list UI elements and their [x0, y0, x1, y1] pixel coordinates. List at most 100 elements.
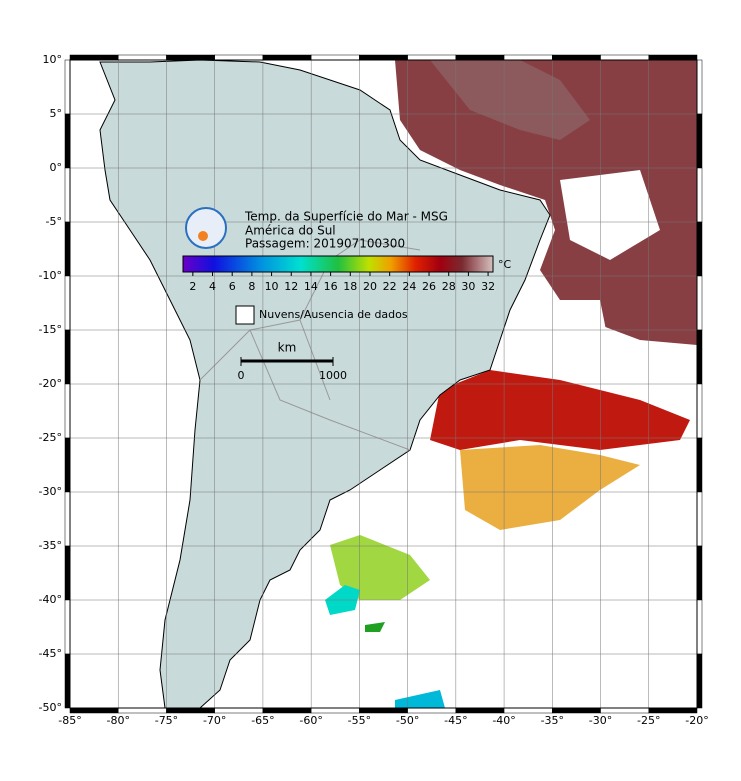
frame-segment	[166, 707, 215, 714]
title: Temp. da Superfície do Mar - MSG	[244, 210, 448, 224]
lon-tick-label: -55°	[348, 714, 371, 727]
frame-segment	[696, 113, 703, 169]
frame-segment	[407, 54, 457, 61]
sst-mid	[460, 445, 640, 530]
frame-segment	[64, 221, 71, 277]
logo	[185, 207, 227, 249]
frame-segment	[64, 437, 71, 493]
frame-segment	[407, 707, 457, 714]
lon-tick-label: -60°	[299, 714, 322, 727]
frame-segment	[262, 54, 312, 61]
frame-segment	[69, 707, 119, 714]
frame-segment	[69, 54, 119, 61]
sst-cool	[365, 622, 385, 632]
colorbar-tick-label: 32	[481, 280, 495, 293]
lon-tick-label: -20°	[685, 714, 708, 727]
frame-segment	[696, 545, 703, 601]
frame-segment	[262, 707, 312, 714]
frame-segment	[696, 383, 703, 439]
frame-segment	[310, 707, 360, 714]
lat-tick-label: -30°	[39, 485, 62, 498]
frame-segment	[214, 707, 264, 714]
frame-segment	[696, 599, 703, 655]
frame-segment	[64, 329, 71, 385]
frame-segment	[696, 437, 703, 493]
frame-segment	[696, 329, 703, 385]
lat-tick-label: 5°	[50, 107, 63, 120]
colorbar-tick-label: 4	[209, 280, 216, 293]
frame-segment	[64, 491, 71, 547]
scale-tick-label: 1000	[319, 369, 347, 382]
colorbar-tick-label: 28	[442, 280, 456, 293]
colorbar-tick-label: 16	[324, 280, 338, 293]
frame-segment	[696, 491, 703, 547]
colorbar-tick-label: 18	[343, 280, 357, 293]
lon-tick-label: -85°	[58, 714, 81, 727]
frame-segment	[600, 707, 650, 714]
colorbar-tick-label: 30	[461, 280, 475, 293]
colorbar-tick-label: 24	[402, 280, 416, 293]
frame-segment	[117, 707, 167, 714]
frame-segment	[696, 653, 703, 709]
frame-segment	[214, 54, 264, 61]
frame-segment	[64, 383, 71, 439]
frame-segment	[696, 221, 703, 277]
lat-tick-label: 0°	[50, 161, 63, 174]
frame-segment	[455, 707, 505, 714]
frame-segment	[648, 54, 698, 61]
lat-tick-label: -20°	[39, 377, 62, 390]
lat-tick-label: -45°	[39, 647, 62, 660]
sst-cool	[330, 535, 430, 600]
sst-warm	[395, 60, 697, 345]
frame-segment	[64, 113, 71, 169]
colorbar-tick-label: 22	[383, 280, 397, 293]
lon-tick-label: -35°	[541, 714, 564, 727]
frame-segment	[503, 707, 553, 714]
frame-segment	[552, 54, 601, 61]
frame-segment	[64, 59, 71, 115]
frame-segment	[64, 545, 71, 601]
lon-tick-label: -30°	[589, 714, 612, 727]
sst-warm	[430, 60, 590, 140]
frame-segment	[64, 599, 71, 655]
frame-segment	[117, 54, 167, 61]
frame-segment	[64, 275, 71, 331]
lon-tick-label: -45°	[444, 714, 467, 727]
colorbar-tick-label: 20	[363, 280, 377, 293]
colorbar-tick-label: 14	[304, 280, 318, 293]
pass-time: Passagem: 201907100300	[245, 237, 405, 251]
legend-label: Nuvens/Ausencia de dados	[259, 308, 408, 321]
frame-segment	[696, 59, 703, 115]
scale-unit: km	[278, 341, 297, 355]
scale-tick-label: 0	[238, 369, 245, 382]
colorbar-unit: °C	[498, 258, 512, 271]
sst-warm	[430, 370, 690, 450]
colorbar-tick-label: 6	[229, 280, 236, 293]
frame-segment	[359, 54, 408, 61]
frame-segment	[600, 54, 650, 61]
lat-tick-label: -15°	[39, 323, 62, 336]
frame-segment	[696, 167, 703, 223]
lon-tick-label: -80°	[106, 714, 129, 727]
lat-tick-label: -40°	[39, 593, 62, 606]
lon-tick-label: -25°	[637, 714, 660, 727]
lat-tick-label: -35°	[39, 539, 62, 552]
lon-tick-label: -40°	[492, 714, 515, 727]
frame-segment	[310, 54, 360, 61]
frame-segment	[64, 653, 71, 709]
frame-segment	[552, 707, 601, 714]
colorbar-tick-label: 26	[422, 280, 436, 293]
lon-tick-label: -75°	[155, 714, 178, 727]
region: América do Sul	[245, 224, 336, 238]
frame-segment	[503, 54, 553, 61]
lon-tick-label: -50°	[396, 714, 419, 727]
lat-tick-label: -5°	[46, 215, 62, 228]
colorbar	[182, 255, 494, 273]
cloud	[560, 170, 660, 260]
frame-segment	[166, 54, 215, 61]
lon-tick-label: -65°	[251, 714, 274, 727]
colorbar-tick-label: 2	[189, 280, 196, 293]
lon-tick-label: -70°	[203, 714, 226, 727]
frame-segment	[696, 275, 703, 331]
